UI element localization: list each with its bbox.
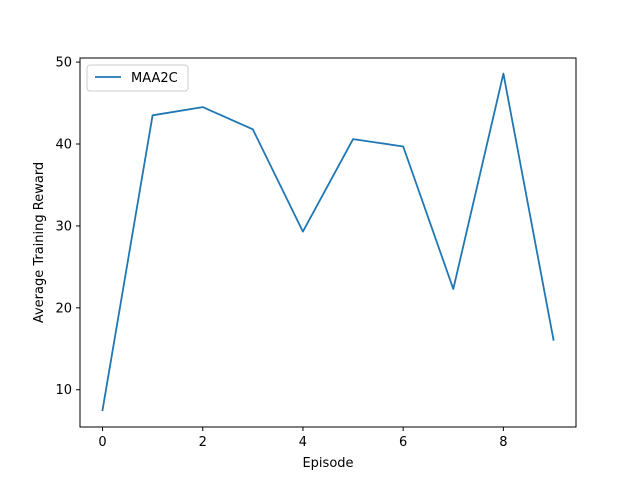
x-tick-label: 6: [399, 435, 407, 450]
plot-frame: [79, 57, 577, 428]
y-axis-label: Average Training Reward: [32, 162, 47, 323]
y-tick-label: 30: [55, 219, 72, 234]
legend-label: MAA2C: [131, 71, 178, 86]
legend: MAA2C: [86, 64, 189, 92]
x-axis-ticks: 0 2 4 6 8: [98, 427, 507, 450]
series-layer: [101, 72, 555, 412]
y-tick-label: 20: [55, 301, 72, 316]
y-tick-label: 50: [55, 56, 72, 71]
legend-frame: [86, 64, 189, 92]
x-axis-label: Episode: [302, 456, 353, 471]
y-axis-ticks: 10 20 30 40 50: [55, 56, 80, 398]
series-line-maa2c: [101, 72, 555, 412]
y-tick-label: 10: [55, 383, 72, 398]
x-tick-label: 0: [98, 435, 106, 450]
x-tick-label: 4: [299, 435, 307, 450]
x-tick-label: 8: [499, 435, 507, 450]
y-tick-label: 40: [55, 138, 72, 153]
x-tick-label: 2: [199, 435, 207, 450]
plot-area: [80, 58, 576, 427]
